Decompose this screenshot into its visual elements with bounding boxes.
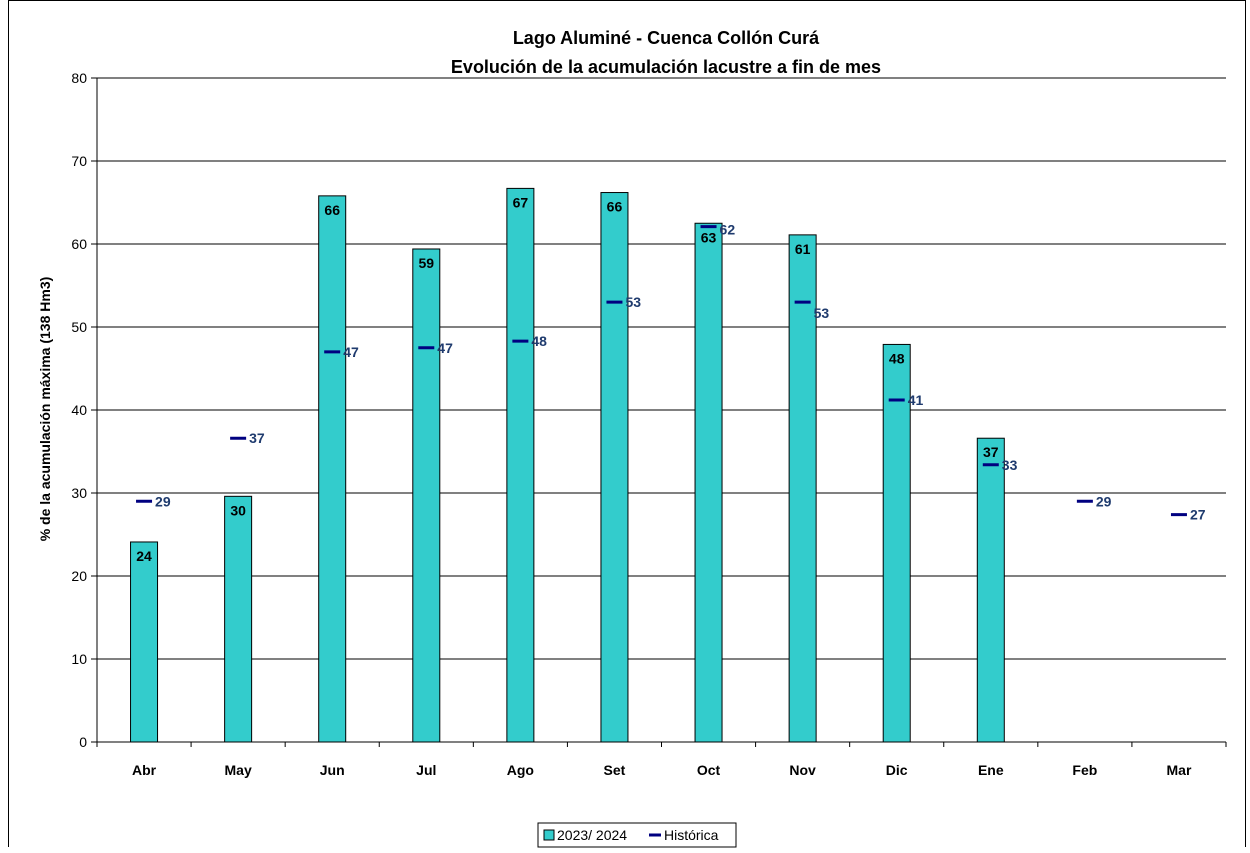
grid-layer	[97, 77, 1226, 660]
label-layer: 24 30 66 59 67 66 63 61 48 37 29 37 47 47 48 53 62 53 41 33…	[136, 194, 1205, 564]
historic-value-label: 29	[1096, 493, 1112, 509]
x-tick-label: Jul	[416, 762, 436, 778]
y-tick-label: 10	[71, 651, 87, 667]
historic-value-label: 53	[814, 305, 830, 321]
legend-hist-label: Histórica	[664, 827, 719, 843]
bar-layer	[130, 187, 1005, 743]
x-tick-label: Ene	[978, 762, 1004, 778]
chart-title: Lago Aluminé - Cuenca Collón Curá	[513, 28, 820, 48]
historic-value-label: 53	[625, 294, 641, 310]
bar	[976, 437, 1005, 743]
bar-value-label: 37	[983, 444, 999, 460]
x-tick-label: Mar	[1167, 762, 1192, 778]
bar	[318, 195, 347, 743]
bar-value-label: 63	[701, 229, 717, 245]
historic-value-label: 41	[908, 392, 924, 408]
x-tick-label: Set	[604, 762, 626, 778]
x-tick-label: Ago	[507, 762, 534, 778]
y-tick-label: 0	[79, 734, 87, 750]
x-tick-label: Nov	[789, 762, 816, 778]
x-tick-label: Jun	[320, 762, 345, 778]
bar	[882, 343, 911, 743]
bar	[506, 187, 535, 743]
x-tick-label: Abr	[132, 762, 157, 778]
bar-value-label: 30	[230, 502, 246, 518]
historic-value-label: 62	[720, 222, 736, 238]
chart-svg: Lago Aluminé - Cuenca Collón Curá Evoluc…	[37, 28, 1227, 848]
bar	[224, 495, 253, 743]
historic-value-label: 48	[531, 333, 547, 349]
bar	[600, 192, 629, 743]
historic-value-label: 47	[437, 340, 453, 356]
y-tick-label: 20	[71, 568, 87, 584]
x-tick-label: Dic	[886, 762, 908, 778]
historic-value-label: 37	[249, 430, 265, 446]
x-tick-label: May	[225, 762, 252, 778]
legend-bar-swatch	[543, 829, 555, 841]
legend: 2023/ 2024 Histórica	[537, 822, 737, 848]
historic-value-label: 27	[1190, 507, 1206, 523]
bar-value-label: 67	[513, 194, 529, 210]
bar	[694, 222, 723, 743]
x-tick-label: Feb	[1072, 762, 1097, 778]
bar-value-label: 59	[419, 255, 435, 271]
bar-value-label: 61	[795, 241, 811, 257]
legend-bar-label: 2023/ 2024	[557, 827, 627, 843]
y-tick-label: 70	[71, 153, 87, 169]
x-tick-label: Oct	[697, 762, 721, 778]
y-tick-label: 60	[71, 236, 87, 252]
chart-subtitle: Evolución de la acumulación lacustre a f…	[451, 57, 881, 77]
bar	[130, 541, 159, 743]
y-axis-label: % de la acumulación máxima (138 Hm3)	[37, 277, 53, 542]
bar-value-label: 66	[607, 199, 623, 215]
bar-value-label: 24	[136, 548, 152, 564]
bar-value-label: 48	[889, 350, 905, 366]
y-tick-label: 50	[71, 319, 87, 335]
y-tick-label: 80	[71, 70, 87, 86]
historic-value-label: 33	[1002, 457, 1018, 473]
bar	[788, 234, 817, 743]
historic-value-label: 29	[155, 493, 171, 509]
y-tick-label: 40	[71, 402, 87, 418]
bar-value-label: 66	[324, 202, 340, 218]
historic-value-label: 47	[343, 344, 359, 360]
chart-frame: Lago Aluminé - Cuenca Collón Curá Evoluc…	[8, 0, 1246, 848]
bar	[412, 248, 441, 743]
axis-layer: 0 10 20 30 40 50 60 70 80 Abr May Jun Jul Ago Set Oct No…	[71, 70, 1227, 778]
y-tick-label: 30	[71, 485, 87, 501]
legend-box	[537, 822, 737, 848]
marker-layer	[136, 225, 1187, 517]
